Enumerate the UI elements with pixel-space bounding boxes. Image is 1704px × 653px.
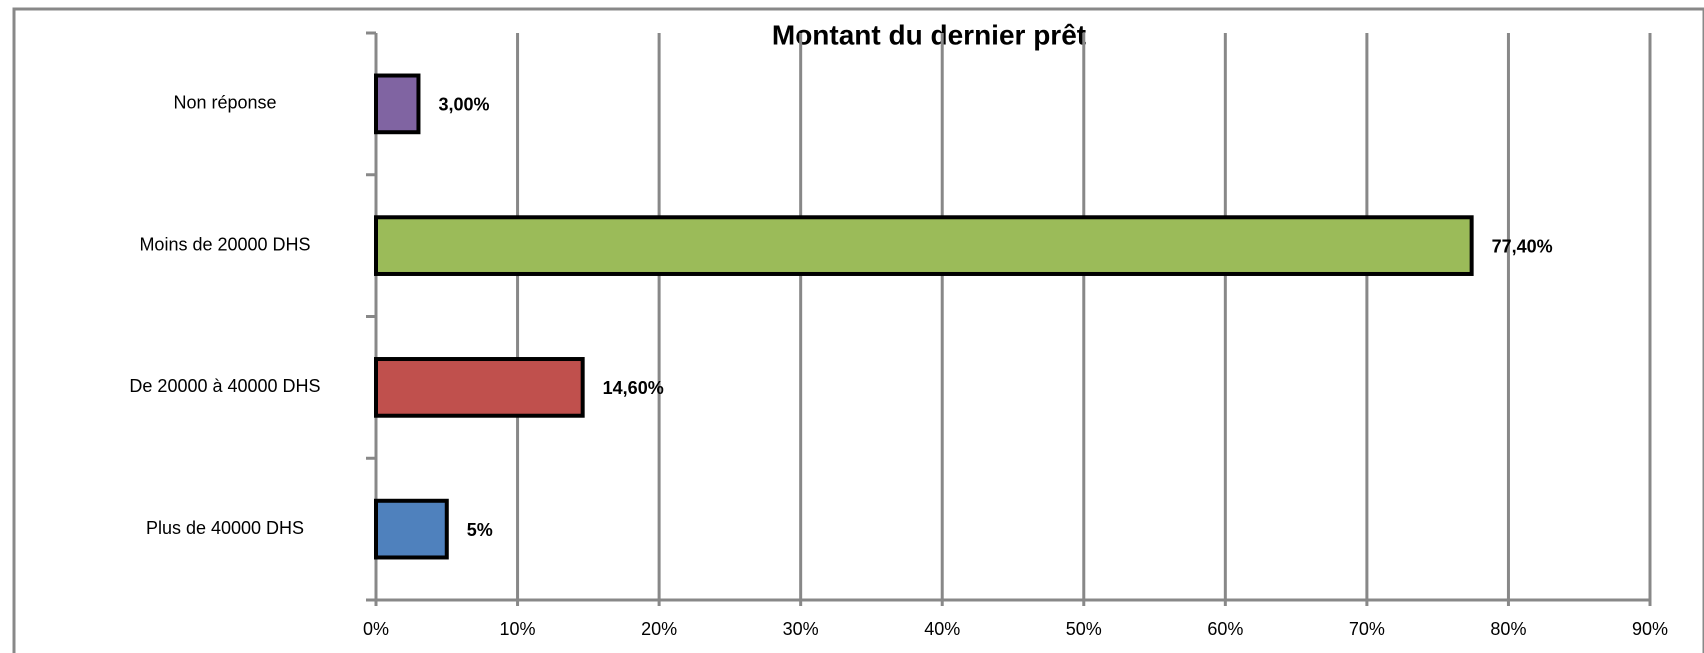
data-label: 14,60% bbox=[603, 378, 664, 398]
chart-frame bbox=[12, 7, 1704, 653]
x-tick-label: 40% bbox=[924, 619, 960, 639]
bar bbox=[374, 215, 1474, 276]
data-label: 3,00% bbox=[438, 95, 489, 115]
x-tick-label: 60% bbox=[1207, 619, 1243, 639]
x-tick-label: 80% bbox=[1490, 619, 1526, 639]
x-tick-label: 10% bbox=[500, 619, 536, 639]
chart-title: Montant du dernier prêt bbox=[772, 19, 1086, 50]
bar bbox=[374, 357, 585, 418]
x-tick-label: 30% bbox=[783, 619, 819, 639]
y-tick-label: Plus de 40000 DHS bbox=[146, 518, 304, 538]
y-tick-label: Moins de 20000 DHS bbox=[139, 234, 310, 254]
bar bbox=[374, 73, 421, 135]
x-tick-label: 20% bbox=[641, 619, 677, 639]
data-label: 77,40% bbox=[1492, 236, 1553, 256]
y-tick-label: De 20000 à 40000 DHS bbox=[129, 376, 320, 396]
data-label: 5% bbox=[467, 520, 493, 540]
x-tick-label: 70% bbox=[1349, 619, 1385, 639]
x-tick-label: 0% bbox=[363, 619, 389, 639]
bar bbox=[374, 498, 449, 560]
x-tick-label: 50% bbox=[1066, 619, 1102, 639]
x-tick-label: 90% bbox=[1632, 619, 1668, 639]
y-tick-label: Non réponse bbox=[173, 93, 276, 113]
